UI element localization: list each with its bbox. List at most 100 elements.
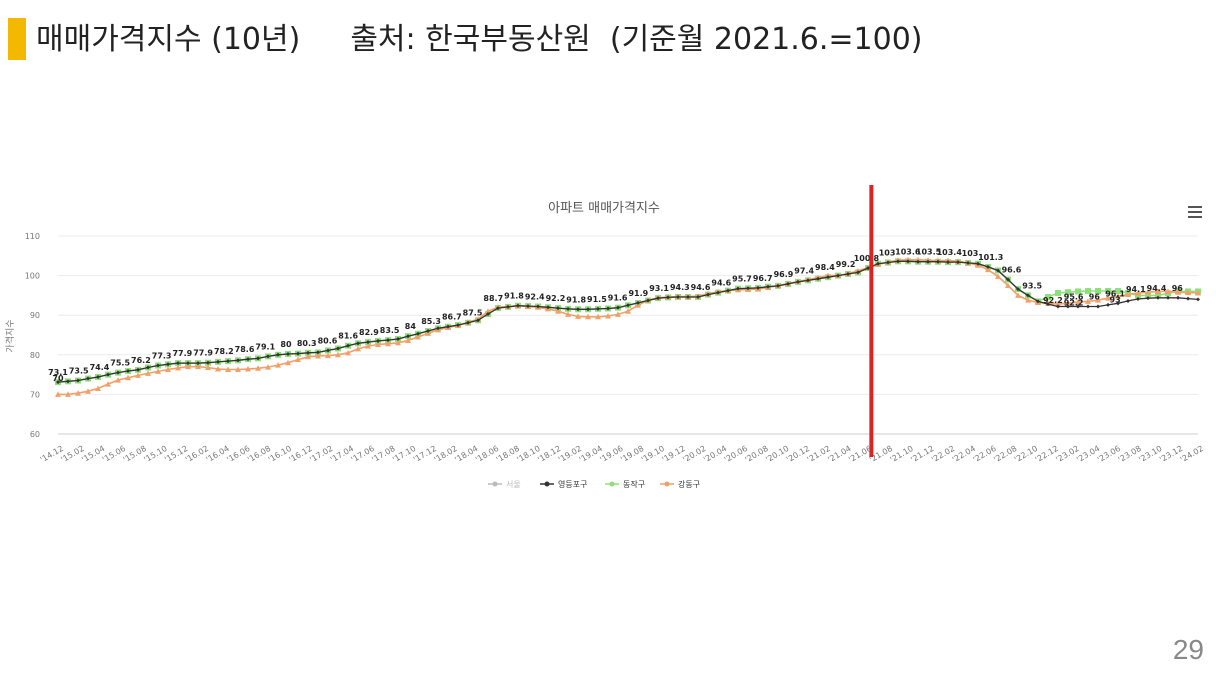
legend-item-gangdong[interactable]: 강동구 xyxy=(660,479,700,489)
y-axis-title: 가격지수 xyxy=(4,319,16,352)
hamburger-menu-icon[interactable] xyxy=(1188,206,1202,221)
data-label: 91.5 xyxy=(587,295,607,304)
x-tick-label: '17.12 xyxy=(412,444,438,464)
data-point xyxy=(346,343,350,348)
data-label: 94.6 xyxy=(691,283,711,292)
data-point xyxy=(146,365,150,370)
data-point xyxy=(1066,304,1070,309)
data-point xyxy=(1036,299,1040,304)
data-point xyxy=(1075,288,1081,295)
data-point xyxy=(585,313,591,320)
data-label: 92.2 xyxy=(1043,296,1063,305)
data-label: 85.3 xyxy=(421,317,441,326)
data-point xyxy=(816,276,820,281)
legend-item-dongjak[interactable]: 동작구 xyxy=(605,479,645,489)
data-point xyxy=(656,296,660,301)
x-tick-label: '17.08 xyxy=(370,444,396,464)
data-point xyxy=(615,311,621,317)
data-point xyxy=(1186,296,1190,301)
x-tick-label: '15.02 xyxy=(59,444,85,464)
data-point xyxy=(456,323,460,328)
x-tick-label: '15.08 xyxy=(122,444,148,464)
data-label: 92.2 xyxy=(1064,298,1084,307)
data-point xyxy=(245,366,251,372)
data-point xyxy=(546,305,550,310)
data-label: 96.9 xyxy=(774,270,794,279)
data-point xyxy=(646,298,650,303)
x-tick-label: '22.04 xyxy=(951,444,977,464)
data-point xyxy=(355,345,361,352)
data-point xyxy=(605,312,611,319)
data-point xyxy=(926,259,930,264)
data-point xyxy=(1175,289,1181,295)
data-point xyxy=(136,367,140,372)
data-point xyxy=(565,311,571,317)
x-tick-label: '18.12 xyxy=(536,444,562,464)
data-point xyxy=(226,359,230,364)
x-tick-label: '19.06 xyxy=(598,444,624,464)
data-point xyxy=(596,306,600,311)
data-point xyxy=(306,350,310,355)
data-point xyxy=(216,359,220,364)
data-label: 100.8 xyxy=(854,254,880,263)
data-point xyxy=(276,352,280,357)
data-point xyxy=(1025,297,1031,303)
data-label: 86.7 xyxy=(442,313,462,322)
data-point xyxy=(166,362,170,367)
x-tick-label: '16.12 xyxy=(287,444,313,464)
data-label: 77.9 xyxy=(172,349,192,358)
data-point xyxy=(906,259,910,264)
data-label: 80.6 xyxy=(318,336,338,345)
data-point xyxy=(395,339,401,346)
legend-item-yeongdeungpo[interactable]: 영등포구 xyxy=(540,479,587,489)
data-label: 74.4 xyxy=(90,363,110,372)
data-point xyxy=(195,363,201,370)
data-point xyxy=(1065,289,1071,296)
data-point xyxy=(415,333,421,340)
data-label: 101.3 xyxy=(978,253,1003,262)
legend-label: 영등포구 xyxy=(558,479,587,489)
data-point xyxy=(116,370,120,375)
data-point xyxy=(285,359,291,366)
data-label: 78.6 xyxy=(235,345,255,354)
data-point xyxy=(1086,304,1090,309)
data-point xyxy=(756,285,760,290)
data-point xyxy=(1095,297,1101,303)
x-tick-label: '16.10 xyxy=(267,444,293,464)
data-point xyxy=(766,284,770,289)
data-point xyxy=(325,352,331,359)
data-point xyxy=(1055,301,1061,307)
data-point xyxy=(486,312,490,317)
series-dongjak xyxy=(55,258,1201,386)
data-point xyxy=(896,259,900,264)
data-point xyxy=(635,302,641,308)
data-point xyxy=(196,361,200,366)
data-point xyxy=(1065,300,1071,306)
data-point xyxy=(686,294,690,299)
data-point xyxy=(405,337,411,344)
data-point xyxy=(616,305,620,310)
data-point xyxy=(876,261,880,266)
data-point xyxy=(266,354,270,359)
data-point xyxy=(995,273,1001,279)
data-point xyxy=(376,338,380,343)
data-point xyxy=(366,340,370,345)
data-point xyxy=(385,340,391,347)
data-point xyxy=(246,357,250,362)
data-point xyxy=(186,361,190,366)
data-point xyxy=(446,324,450,329)
data-point xyxy=(846,272,850,277)
data-point xyxy=(836,273,840,278)
data-labels: 73.1 73.5 74.4 75.5 76.2 77.3 77.9 77.9 78.2 78.6… xyxy=(48,247,1183,383)
chart-legend: 서울 영등포구 동작구 강동구 xyxy=(488,479,700,489)
x-tick-label: '19.02 xyxy=(557,444,583,464)
x-tick-label: '16.04 xyxy=(205,444,231,464)
legend-swatch-marker xyxy=(492,481,498,487)
data-label: 75.5 xyxy=(110,359,130,368)
legend-item-seoul[interactable]: 서울 xyxy=(488,480,521,489)
data-point xyxy=(436,326,440,331)
legend-swatch-marker xyxy=(664,481,670,487)
data-point xyxy=(205,364,211,370)
x-tick-label: '15.06 xyxy=(101,444,127,464)
data-point xyxy=(1166,295,1170,300)
